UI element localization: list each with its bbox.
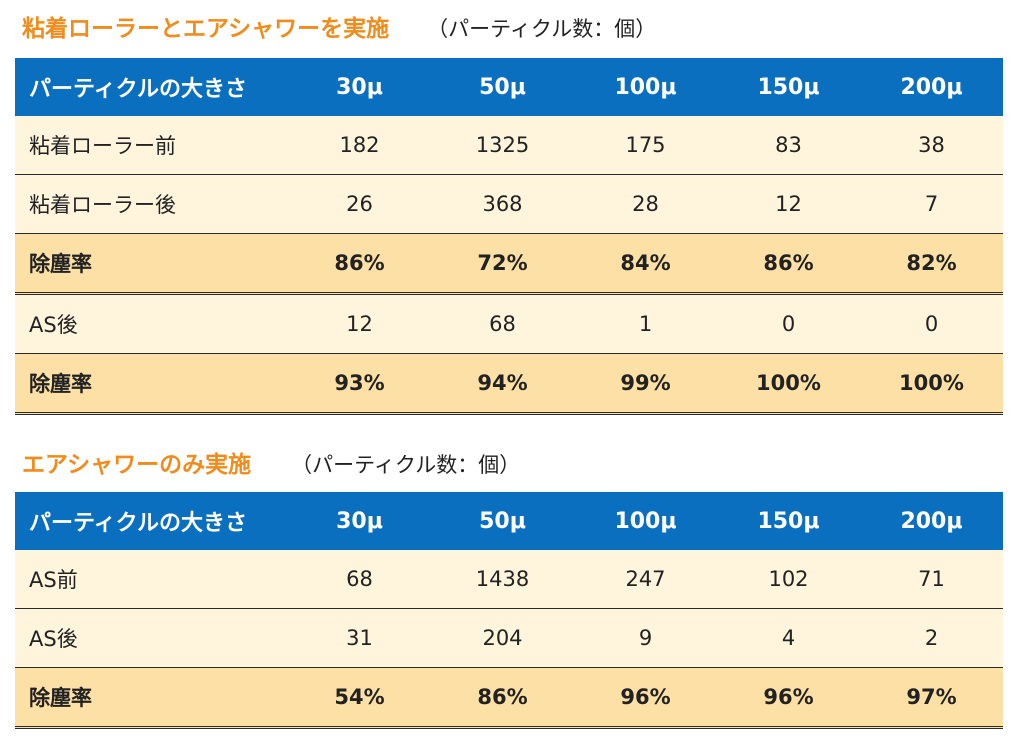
- removal-rate-row: 除塵率 54% 86% 96% 96% 97%: [15, 667, 1003, 729]
- table-cell: 71: [860, 550, 1003, 609]
- column-header-200: 200μ: [860, 58, 1003, 116]
- section1-heading: 粘着ローラーとエアシャワーを実施 （パーティクル数：個）: [22, 14, 656, 44]
- column-header-particle-size: パーティクルの大きさ: [15, 492, 288, 550]
- table-row: 粘着ローラー前 182 1325 175 83 38: [15, 116, 1003, 175]
- table-cell: 12: [717, 174, 860, 234]
- section1-title: 粘着ローラーとエアシャワーを実施: [22, 16, 390, 42]
- section2-table: パーティクルの大きさ 30μ 50μ 100μ 150μ 200μ AS前 68…: [15, 492, 1003, 729]
- table-cell: 100%: [717, 353, 860, 415]
- table-cell: 96%: [574, 667, 717, 729]
- table-cell: 100%: [860, 353, 1003, 415]
- table-cell: 54%: [288, 667, 431, 729]
- table-cell: 9: [574, 608, 717, 668]
- column-header-150: 150μ: [717, 58, 860, 116]
- column-header-particle-size: パーティクルの大きさ: [15, 58, 288, 116]
- row-label: AS後: [15, 293, 288, 354]
- table-row: AS後 12 68 1 0 0: [15, 293, 1003, 354]
- table-cell: 68: [431, 293, 574, 354]
- table-cell: 86%: [431, 667, 574, 729]
- table-cell: 1438: [431, 550, 574, 609]
- table-row: AS後 31 204 9 4 2: [15, 608, 1003, 668]
- column-header-30: 30μ: [288, 492, 431, 550]
- table-cell: 93%: [288, 353, 431, 415]
- table-cell: 99%: [574, 353, 717, 415]
- table-cell: 102: [717, 550, 860, 609]
- table-cell: 84%: [574, 233, 717, 295]
- table-cell: 86%: [717, 233, 860, 295]
- column-header-200: 200μ: [860, 492, 1003, 550]
- table-cell: 94%: [431, 353, 574, 415]
- column-header-50: 50μ: [431, 58, 574, 116]
- table-cell: 4: [717, 608, 860, 668]
- row-label: 除塵率: [15, 353, 288, 415]
- row-label: AS後: [15, 608, 288, 668]
- table-cell: 204: [431, 608, 574, 668]
- table-cell: 38: [860, 116, 1003, 175]
- row-label: 除塵率: [15, 233, 288, 295]
- table-header-row: パーティクルの大きさ 30μ 50μ 100μ 150μ 200μ: [15, 492, 1003, 550]
- section1-unit-note: （パーティクル数：個）: [427, 17, 657, 41]
- section2-unit-note: （パーティクル数：個）: [291, 453, 521, 477]
- table-header-row: パーティクルの大きさ 30μ 50μ 100μ 150μ 200μ: [15, 58, 1003, 116]
- row-label: 粘着ローラー前: [15, 116, 288, 175]
- column-header-100: 100μ: [574, 492, 717, 550]
- table-cell: 175: [574, 116, 717, 175]
- section2-heading: エアシャワーのみ実施 （パーティクル数：個）: [22, 450, 520, 480]
- section2-title: エアシャワーのみ実施: [22, 452, 252, 478]
- table-cell: 247: [574, 550, 717, 609]
- table-row: 粘着ローラー後 26 368 28 12 7: [15, 174, 1003, 234]
- table-cell: 82%: [860, 233, 1003, 295]
- row-label: 粘着ローラー後: [15, 174, 288, 234]
- table-cell: 97%: [860, 667, 1003, 729]
- table-row: AS前 68 1438 247 102 71: [15, 550, 1003, 609]
- column-header-150: 150μ: [717, 492, 860, 550]
- row-label: AS前: [15, 550, 288, 609]
- table-cell: 72%: [431, 233, 574, 295]
- table-cell: 0: [717, 293, 860, 354]
- column-header-30: 30μ: [288, 58, 431, 116]
- table-cell: 26: [288, 174, 431, 234]
- table-cell: 68: [288, 550, 431, 609]
- table-cell: 28: [574, 174, 717, 234]
- table-cell: 31: [288, 608, 431, 668]
- table-cell: 1: [574, 293, 717, 354]
- table-cell: 86%: [288, 233, 431, 295]
- table-cell: 1325: [431, 116, 574, 175]
- column-header-50: 50μ: [431, 492, 574, 550]
- removal-rate-row: 除塵率 86% 72% 84% 86% 82%: [15, 233, 1003, 295]
- table-cell: 7: [860, 174, 1003, 234]
- section1-table: パーティクルの大きさ 30μ 50μ 100μ 150μ 200μ 粘着ローラー…: [15, 58, 1003, 415]
- table-cell: 2: [860, 608, 1003, 668]
- removal-rate-row: 除塵率 93% 94% 99% 100% 100%: [15, 353, 1003, 415]
- table-cell: 0: [860, 293, 1003, 354]
- table-cell: 12: [288, 293, 431, 354]
- row-label: 除塵率: [15, 667, 288, 729]
- table-cell: 96%: [717, 667, 860, 729]
- column-header-100: 100μ: [574, 58, 717, 116]
- table-cell: 182: [288, 116, 431, 175]
- table-cell: 368: [431, 174, 574, 234]
- table-cell: 83: [717, 116, 860, 175]
